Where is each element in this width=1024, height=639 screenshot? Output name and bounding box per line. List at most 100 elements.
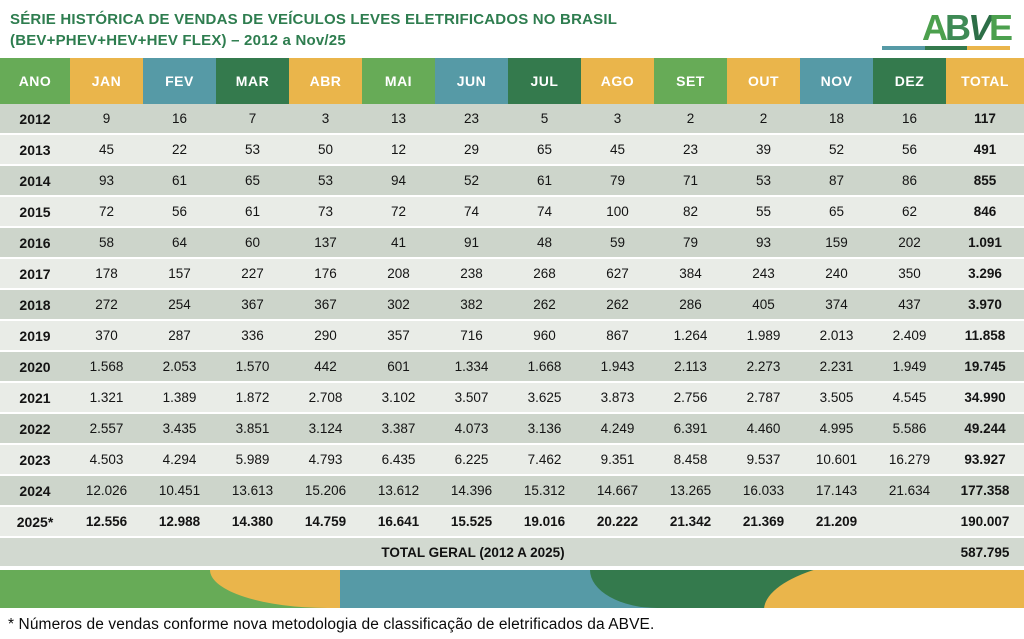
value-cell: 4.294	[162, 452, 197, 467]
column-header-mai: MAI	[362, 58, 435, 104]
value-cell: 94	[390, 173, 407, 188]
value-cell: 86	[901, 173, 918, 188]
value-cell: 384	[679, 266, 702, 281]
value-cell: 55	[755, 204, 772, 219]
value-cell: 262	[533, 297, 556, 312]
value-cell: 3.507	[454, 390, 489, 405]
value-cell: 65	[828, 204, 845, 219]
value-cell: 238	[460, 266, 483, 281]
year-cell: 2024	[19, 482, 51, 499]
value-cell: 21.369	[742, 514, 785, 529]
column-header-mar: MAR	[216, 58, 289, 104]
column-header-jul: JUL	[508, 58, 581, 104]
value-cell: 61	[244, 204, 261, 219]
value-cell: 336	[241, 328, 264, 343]
total-cell: 177.358	[960, 483, 1010, 498]
value-cell: 3.102	[381, 390, 416, 405]
value-cell: 350	[898, 266, 921, 281]
value-cell: 14.759	[304, 514, 347, 529]
value-cell: 53	[244, 142, 261, 157]
column-header-abr: ABR	[289, 58, 362, 104]
value-cell: 374	[825, 297, 848, 312]
total-geral-value: 587.795	[960, 544, 1010, 560]
value-cell: 21.342	[669, 514, 712, 529]
value-cell: 56	[901, 142, 918, 157]
value-cell: 601	[387, 359, 410, 374]
value-cell: 6.435	[381, 452, 416, 467]
value-cell: 73	[317, 204, 334, 219]
value-cell: 286	[679, 297, 702, 312]
table-row: 2022 2.557 3.435 3.851 3.124 3.387 4.073 3.136 4…	[0, 414, 1024, 445]
value-cell: 627	[606, 266, 629, 281]
value-cell: 13.265	[669, 483, 712, 498]
value-cell: 12.026	[85, 483, 128, 498]
value-cell: 14.380	[231, 514, 274, 529]
table-row: 2019 370 287 336 290 357 716 960 867 1.264 1.989 2.…	[0, 321, 1024, 352]
value-cell: 39	[755, 142, 772, 157]
title-bar: SÉRIE HISTÓRICA DE VENDAS DE VEÍCULOS LE…	[0, 0, 1024, 58]
total-cell: 491	[973, 142, 997, 157]
value-cell: 59	[609, 235, 626, 250]
value-cell: 357	[387, 328, 410, 343]
value-cell: 1.989	[746, 328, 781, 343]
value-cell: 15.525	[450, 514, 493, 529]
column-header-ano: ANO	[0, 58, 70, 104]
total-cell: 117	[974, 111, 996, 126]
logo-underline	[882, 46, 1011, 50]
value-cell: 2.273	[746, 359, 781, 374]
value-cell: 18	[828, 111, 845, 126]
value-cell: 2.557	[89, 421, 124, 436]
total-cell: 3.970	[968, 297, 1002, 312]
value-cell: 58	[98, 235, 115, 250]
value-cell: 72	[390, 204, 407, 219]
value-cell: 208	[387, 266, 410, 281]
table-row: 2020 1.568 2.053 1.570 442 601 1.334 1.668 1.943…	[0, 352, 1024, 383]
value-cell: 5.989	[235, 452, 270, 467]
value-cell: 61	[171, 173, 188, 188]
value-cell: 16.279	[888, 452, 931, 467]
value-cell: 2.113	[674, 359, 707, 374]
value-cell: 41	[390, 235, 407, 250]
total-cell: 190.007	[960, 514, 1010, 529]
year-cell: 2017	[19, 265, 51, 282]
value-cell: 178	[95, 266, 118, 281]
value-cell: 16.033	[742, 483, 785, 498]
total-cell: 19.745	[964, 359, 1006, 374]
value-cell: 3.136	[527, 421, 562, 436]
year-cell: 2022	[19, 420, 51, 437]
value-cell: 4.460	[746, 421, 781, 436]
total-cell: 34.990	[964, 390, 1006, 405]
column-header-ago: AGO	[581, 58, 654, 104]
value-cell: 4.249	[600, 421, 635, 436]
value-cell: 137	[314, 235, 337, 250]
value-cell: 437	[898, 297, 921, 312]
value-cell: 2.756	[673, 390, 708, 405]
value-cell: 60	[244, 235, 261, 250]
value-cell: 4.995	[819, 421, 854, 436]
value-cell: 157	[168, 266, 191, 281]
year-cell: 2012	[19, 110, 51, 127]
value-cell: 1.264	[673, 328, 708, 343]
value-cell: 268	[533, 266, 556, 281]
value-cell: 74	[463, 204, 480, 219]
value-cell: 7	[248, 111, 257, 126]
total-cell: 3.296	[968, 266, 1002, 281]
value-cell: 62	[901, 204, 918, 219]
value-cell: 960	[533, 328, 556, 343]
value-cell: 262	[606, 297, 629, 312]
value-cell: 9.351	[600, 452, 635, 467]
column-header-dez: DEZ	[873, 58, 946, 104]
value-cell: 227	[241, 266, 264, 281]
value-cell: 93	[755, 235, 772, 250]
value-cell: 15.312	[523, 483, 566, 498]
value-cell: 1.321	[89, 390, 124, 405]
band-orange-right-segment	[764, 570, 1024, 608]
value-cell: 93	[98, 173, 115, 188]
table-row: 2018 272 254 367 367 302 382 262 262 286 405 374 437…	[0, 290, 1024, 321]
total-geral-label: TOTAL GERAL (2012 A 2025)	[381, 544, 565, 560]
year-cell: 2013	[19, 141, 51, 158]
value-cell: 50	[317, 142, 334, 157]
value-cell: 8.458	[673, 452, 708, 467]
value-cell	[873, 507, 946, 536]
